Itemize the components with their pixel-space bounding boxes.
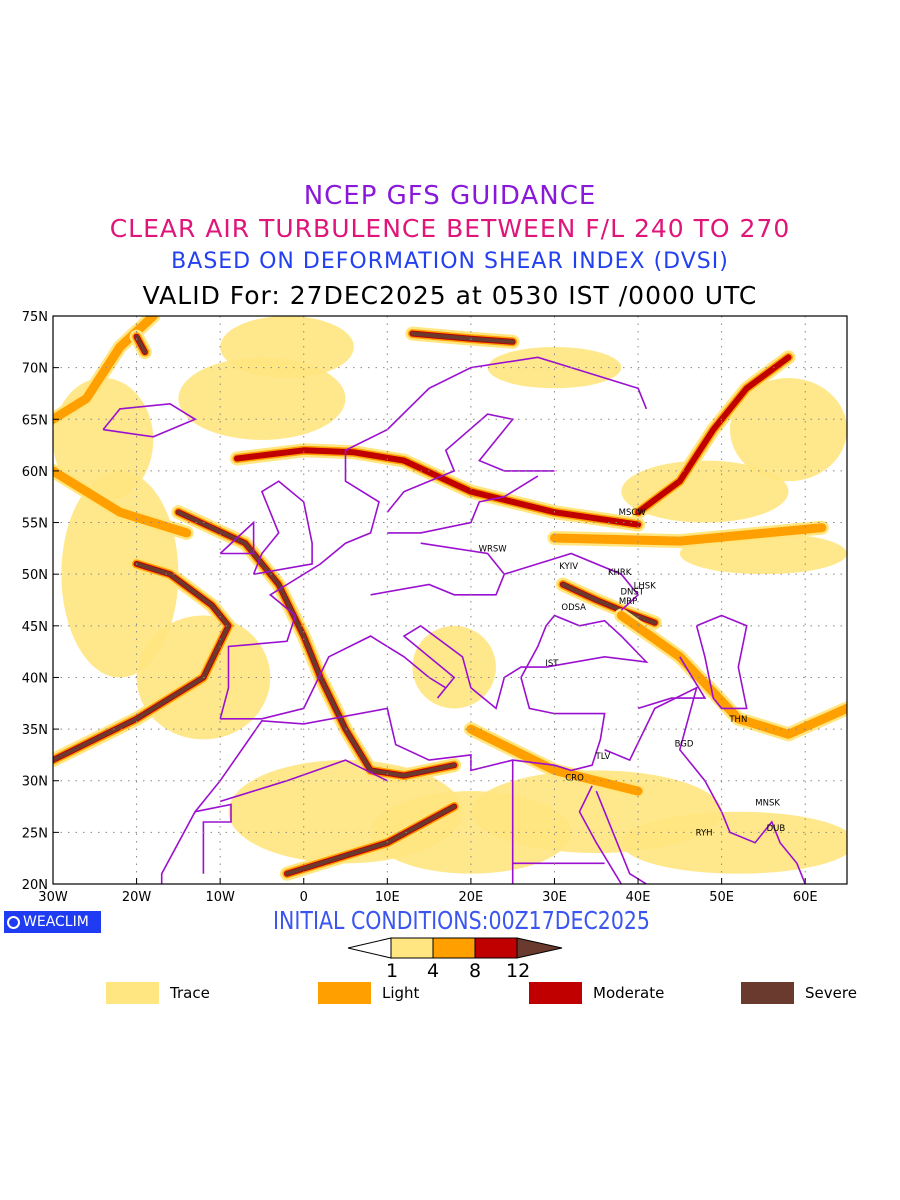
city-label: ODSA (561, 603, 586, 613)
coastline (387, 475, 539, 534)
legend-light: Light (318, 982, 419, 1004)
lon-tick-label: 10W (205, 890, 235, 905)
coastline (160, 677, 606, 884)
turbulence-band (53, 561, 231, 763)
coastline (386, 413, 555, 513)
city-label: THN (728, 715, 747, 725)
weaclim-logo: WEACLIM (4, 911, 101, 933)
title-method: BASED ON DEFORMATION SHEAR INDEX (DVSI) (171, 249, 729, 274)
coastline (504, 552, 640, 611)
turbulence-band (466, 724, 643, 796)
lon-tick-label: 20E (459, 890, 484, 905)
colorbar-light (432, 937, 476, 959)
logo-circle-icon (7, 915, 20, 929)
colorbar-severe (516, 937, 563, 959)
trace-area (220, 316, 354, 378)
city-label: RYH (696, 828, 713, 838)
trace-area (729, 377, 847, 482)
coastline (704, 780, 806, 884)
legend-moderate: Moderate (529, 982, 664, 1004)
colorbar-label: 1 (386, 960, 399, 982)
turbulence-band (635, 354, 792, 516)
coastline (370, 542, 506, 596)
city-label: BGD (675, 740, 694, 750)
colorbar-trace (390, 937, 434, 959)
lon-tick-label: 20W (122, 890, 152, 905)
trace-area (487, 346, 622, 389)
colorbar-below-1 (347, 937, 392, 959)
legend-severe: Severe (741, 982, 857, 1004)
title-product: CLEAR AIR TURBULENCE BETWEEN F/L 240 TO … (109, 214, 791, 243)
city-label: DNST (620, 588, 644, 598)
lon-tick-label: 30W (38, 890, 68, 905)
lon-tick-label: 0 (300, 890, 308, 905)
lat-tick-label: 55N (22, 517, 48, 532)
colorbar-moderate (474, 937, 518, 959)
city-label: KHRK (608, 568, 632, 578)
coastline (102, 402, 197, 438)
trace-area (412, 625, 496, 709)
legend-trace: Trace (106, 982, 210, 1004)
lat-tick-label: 30N (22, 775, 48, 790)
city-label: KYIV (559, 562, 578, 572)
lat-tick-label: 65N (22, 413, 48, 428)
map-frame (52, 315, 848, 885)
city-label: WRSW (479, 544, 508, 554)
initial-conditions: INITIAL CONDITIONS:00Z17DEC2025 (273, 906, 650, 935)
lat-tick-label: 50N (22, 568, 48, 583)
colorbar-label: 4 (427, 960, 440, 982)
coastline (695, 614, 748, 710)
lat-tick-label: 75N (22, 310, 48, 325)
city-label: IST (545, 659, 559, 669)
colorbar (347, 937, 563, 959)
city-label: MSCW (619, 508, 647, 518)
turbulence-band (285, 804, 457, 876)
colorbar-label: 8 (469, 960, 482, 982)
turbulence-band (176, 510, 457, 778)
city-label: MNSK (755, 798, 780, 808)
title-model: NCEP GFS GUIDANCE (303, 181, 597, 211)
coastline (194, 803, 232, 874)
turbulence-band (134, 334, 147, 355)
coastline (220, 614, 649, 720)
trace-area (621, 811, 847, 874)
coastline (578, 785, 622, 884)
lat-tick-label: 70N (22, 362, 48, 377)
turbulence-band (550, 523, 827, 546)
lon-tick-label: 30E (542, 890, 567, 905)
colorbar-label: 12 (506, 960, 531, 982)
city-label: CRO (565, 774, 584, 784)
lon-tick-label: 10E (375, 890, 400, 905)
coastline (637, 656, 707, 710)
lat-tick-label: 35N (22, 723, 48, 738)
lon-tick-label: 50E (709, 890, 734, 905)
turbulence-band (53, 466, 192, 538)
lat-tick-label: 60N (22, 465, 48, 480)
city-label: LHSK (634, 582, 657, 592)
trace-area (178, 357, 346, 440)
lat-tick-label: 45N (22, 620, 48, 635)
coastline (604, 686, 706, 782)
turbulence-band (616, 611, 847, 739)
title-valid-time: VALID For: 27DEC2025 at 0530 IST /0000 U… (142, 281, 758, 310)
city-label: MRP (619, 597, 637, 607)
coastline (219, 520, 255, 555)
lon-tick-label: 60E (793, 890, 818, 905)
lat-tick-label: 25N (22, 826, 48, 841)
city-label: TLV (595, 752, 611, 762)
coastline (219, 356, 648, 720)
trace-area (621, 460, 789, 523)
lat-tick-label: 20N (22, 878, 48, 893)
turbulence-band (233, 447, 642, 528)
coastline (219, 759, 388, 803)
lat-tick-label: 40N (22, 671, 48, 686)
city-label: DUB (767, 824, 786, 834)
coastline (252, 480, 313, 575)
lon-tick-label: 40E (626, 890, 651, 905)
